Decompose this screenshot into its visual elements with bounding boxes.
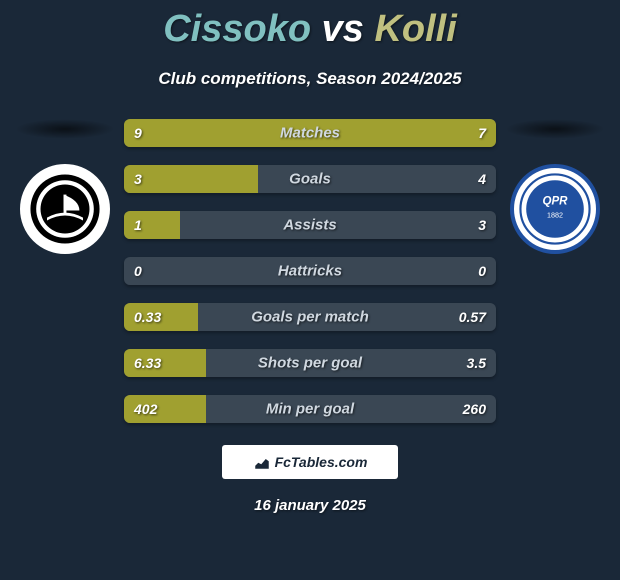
stats-bars: 9 7 Matches 3 4 Goals 1 3 Assists 0 0 Hattricks 0.33… [120,119,500,423]
stat-label: Shots per goal [258,355,362,372]
stat-row: 1 3 Assists [124,211,496,239]
plymouth-badge-icon [29,173,101,245]
stat-label: Matches [280,125,340,142]
svg-text:1882: 1882 [547,211,563,220]
stat-row: 0.33 0.57 Goals per match [124,303,496,331]
chart-icon [253,453,271,471]
stat-value-right: 7 [478,125,486,141]
title-left-player: Cissoko [163,8,311,50]
content-area: 9 7 Matches 3 4 Goals 1 3 Assists 0 0 Hattricks 0.33… [0,119,620,423]
stat-value-left: 0 [134,263,142,279]
left-team-badge [20,164,110,254]
stat-value-left: 1 [134,217,142,233]
footer-logo-text: FcTables.com [275,454,368,470]
stat-value-left: 3 [134,171,142,187]
stat-value-right: 260 [463,401,486,417]
title-vs: vs [322,8,364,50]
stat-value-left: 6.33 [134,355,161,371]
stat-row: 6.33 3.5 Shots per goal [124,349,496,377]
qpr-badge-icon: QPR 1882 [519,173,591,245]
stat-value-right: 3 [478,217,486,233]
left-side [10,119,120,423]
stat-row: 3 4 Goals [124,165,496,193]
right-team-badge: QPR 1882 [510,164,600,254]
page-title: Cissoko vs Kolli [0,0,620,51]
stat-label: Goals [289,171,331,188]
stat-value-right: 4 [478,171,486,187]
subtitle: Club competitions, Season 2024/2025 [0,69,620,89]
stat-fill-left [124,211,180,239]
stat-row: 0 0 Hattricks [124,257,496,285]
stat-label: Hattricks [278,263,342,280]
svg-text:QPR: QPR [543,196,569,208]
stat-value-left: 0.33 [134,309,161,325]
stat-value-left: 402 [134,401,157,417]
left-shadow [15,119,115,139]
footer-logo[interactable]: FcTables.com [222,445,398,479]
stat-value-left: 9 [134,125,142,141]
footer-date: 16 january 2025 [0,497,620,514]
right-side: QPR 1882 [500,119,610,423]
stat-row: 9 7 Matches [124,119,496,147]
stat-fill-right [332,119,496,147]
right-shadow [505,119,605,139]
stat-row: 402 260 Min per goal [124,395,496,423]
stat-label: Goals per match [251,309,369,326]
stat-label: Assists [283,217,336,234]
stat-fill-left [124,165,258,193]
stat-value-right: 0 [478,263,486,279]
stat-value-right: 0.57 [459,309,486,325]
title-right-player: Kolli [374,8,456,50]
stat-value-right: 3.5 [467,355,486,371]
stat-label: Min per goal [266,401,354,418]
